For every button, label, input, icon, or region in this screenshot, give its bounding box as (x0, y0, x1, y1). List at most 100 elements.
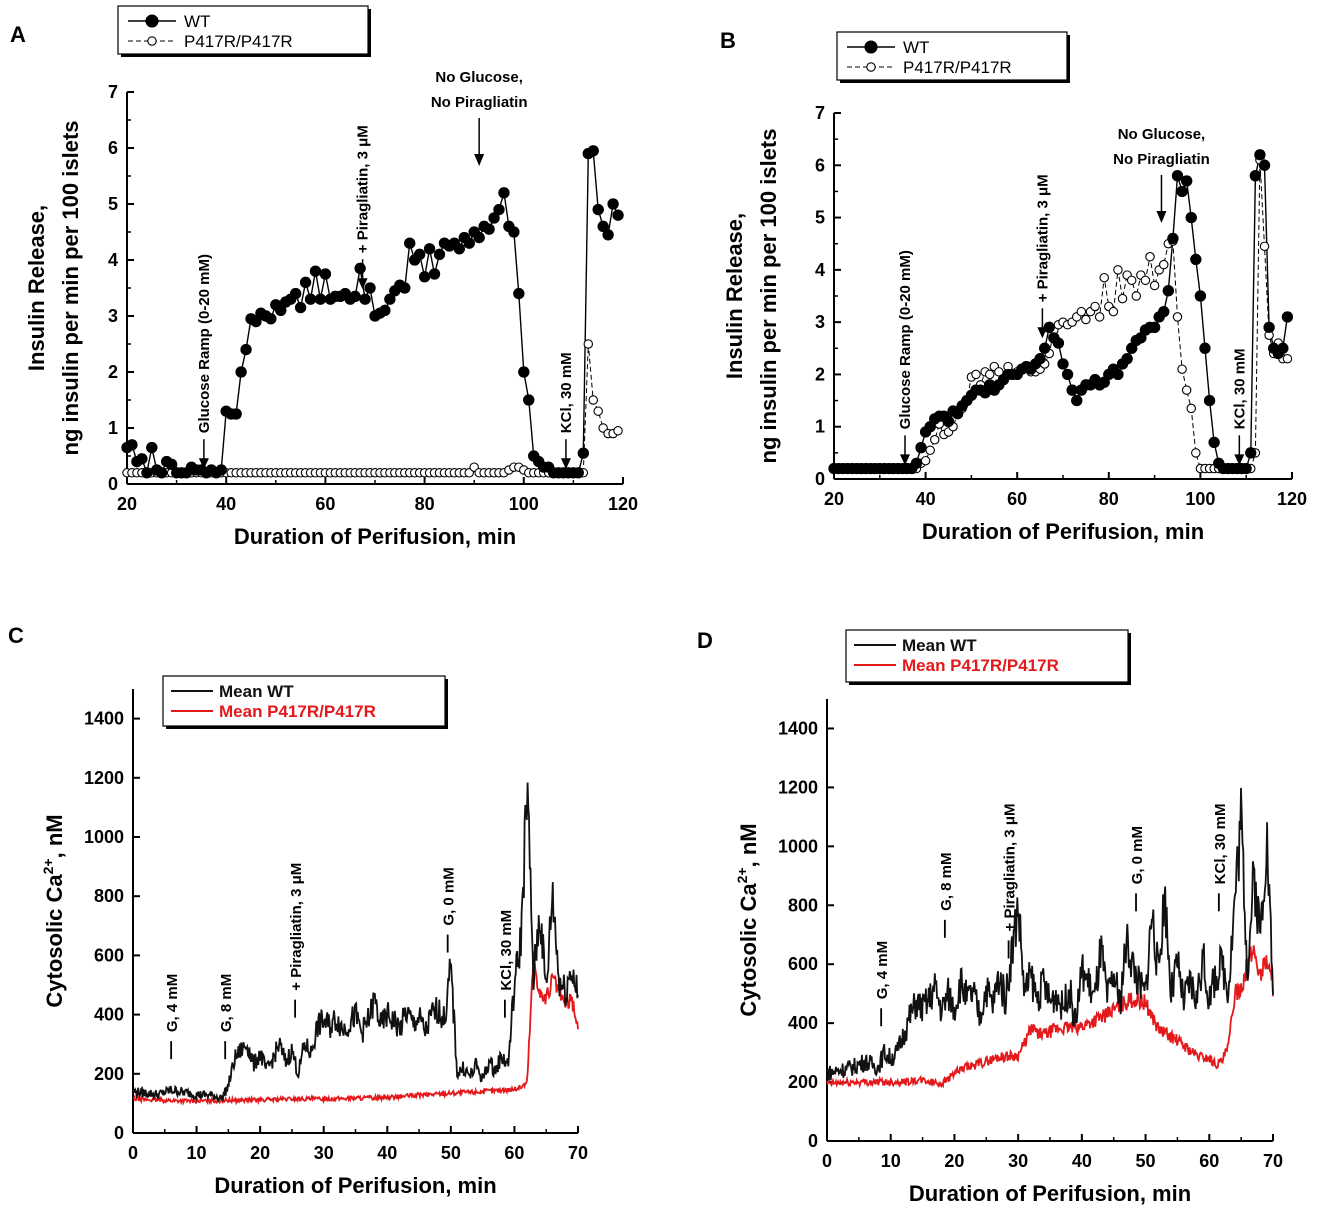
wt-point (141, 467, 153, 479)
wt-point (523, 394, 535, 406)
wt-point (1245, 447, 1257, 459)
annotation-text: KCl, 30 mM (558, 352, 575, 433)
annotation-text: KCl, 30 mM (1212, 803, 1229, 884)
y-tick-label: 0 (108, 474, 118, 494)
x-tick-label: 30 (314, 1143, 334, 1163)
wt-point (404, 237, 416, 249)
x-tick-label: 120 (1277, 489, 1307, 509)
x-axis-title: Duration of Perifusion, min (909, 1181, 1191, 1206)
mutant-point (1145, 252, 1155, 262)
y-tick-label: 3 (108, 306, 118, 326)
y-tick-label: 7 (108, 82, 118, 102)
wt-point (587, 145, 599, 157)
mutant-trace (132, 951, 579, 1106)
x-axis-title: Duration of Perifusion, min (214, 1173, 496, 1198)
wt-point (166, 458, 178, 470)
y-axis-title: Cytosolic Ca2+, nM (40, 814, 67, 1007)
wt-point (1277, 342, 1289, 354)
y-tick-label: 600 (94, 945, 124, 965)
mutant-point (1076, 306, 1087, 317)
wt-point (319, 268, 331, 280)
wt-point (1181, 175, 1193, 187)
mutant-point (1131, 291, 1142, 301)
wt-point (295, 302, 307, 314)
wt-point (314, 293, 327, 305)
wt-point (354, 262, 366, 274)
y-tick-label: 1 (108, 418, 118, 438)
wt-point (399, 282, 411, 294)
mutant-point (1159, 259, 1169, 270)
x-tick-label: 10 (881, 1151, 901, 1171)
wt-point (1240, 462, 1252, 475)
mutant-point (1186, 403, 1196, 414)
wt-point (1149, 321, 1161, 333)
annotation-arrowhead (1037, 327, 1048, 339)
y-tick-label: 4 (108, 250, 118, 270)
wt-point (1039, 342, 1051, 354)
wt-point (915, 442, 927, 454)
mutant-trace (826, 945, 1274, 1090)
mutant-point (613, 426, 623, 436)
annotation-arrowhead (198, 458, 209, 470)
wt-point (433, 248, 446, 260)
wt-point (156, 467, 168, 479)
x-tick-label: 50 (441, 1143, 461, 1163)
x-tick-label: 40 (1072, 1151, 1092, 1171)
wt-point (136, 453, 148, 465)
wt-point (215, 464, 227, 476)
wt-point (612, 209, 624, 221)
wt-point (493, 204, 505, 216)
x-tick-label: 80 (415, 494, 435, 514)
panel-letter: D (697, 628, 713, 653)
wt-point (1121, 353, 1133, 365)
annotation-text: G, 0 mM (441, 867, 458, 925)
panel-letter: A (10, 22, 26, 47)
legend-label: Mean WT (902, 636, 977, 655)
wt-point (1066, 384, 1078, 396)
wt-point (1208, 436, 1220, 448)
panel-c: C 0 200 400 600 800 1000 1200 1400 0 10 20 30 40 50 60 7… (8, 623, 588, 1198)
wt-point (453, 243, 465, 255)
annotation-text: G, 8 mM (938, 852, 955, 910)
x-axis-title: Duration of Perifusion, min (234, 524, 516, 549)
annotation-text: G, 0 mM (1129, 826, 1146, 884)
x-tick-label: 40 (377, 1143, 397, 1163)
x-tick-label: 60 (315, 494, 335, 514)
wt-trace (132, 782, 579, 1103)
annotation-text: KCl, 30 mM (498, 910, 515, 991)
wt-trace (826, 787, 1274, 1081)
x-tick-label: 100 (509, 494, 539, 514)
wt-point (508, 226, 520, 238)
y-tick-label: 600 (788, 954, 818, 974)
wt-point (146, 442, 158, 454)
y-tick-label: 1400 (84, 709, 124, 729)
legend-label: P417R/P417R (903, 58, 1012, 77)
legend-box (117, 5, 369, 55)
x-tick-label: 80 (1099, 489, 1119, 509)
mutant-point (1117, 293, 1128, 304)
y-axis-title: ng insulin per min per 100 islets (58, 121, 83, 456)
mutant-point (930, 435, 940, 445)
y-tick-label: 800 (94, 886, 124, 906)
x-tick-label: 20 (944, 1151, 964, 1171)
wt-point (1263, 321, 1275, 333)
wt-point (1162, 285, 1174, 297)
wt-point (910, 457, 923, 469)
x-tick-label: 40 (916, 489, 936, 509)
annotation-text: No Piragliatin (431, 94, 528, 111)
wt-point (1194, 290, 1206, 302)
wt-point (1112, 368, 1124, 381)
wt-point (1249, 170, 1261, 182)
mutant-point (1191, 448, 1201, 458)
legend-box (836, 31, 1068, 81)
y-axis-title: Cytosolic Ca2+, nM (734, 823, 761, 1016)
wt-point (1057, 358, 1069, 370)
annotation-arrowhead (474, 154, 485, 166)
mutant-point (588, 395, 598, 405)
mutant-point (1177, 364, 1187, 374)
wt-point (1158, 306, 1170, 318)
legend-label: Mean P417R/P417R (219, 702, 376, 721)
x-tick-label: 60 (1199, 1151, 1219, 1171)
annotation-text: + Piragliatin, 3 μM (355, 125, 372, 253)
annotation-text: No Glucose, (1118, 126, 1206, 143)
